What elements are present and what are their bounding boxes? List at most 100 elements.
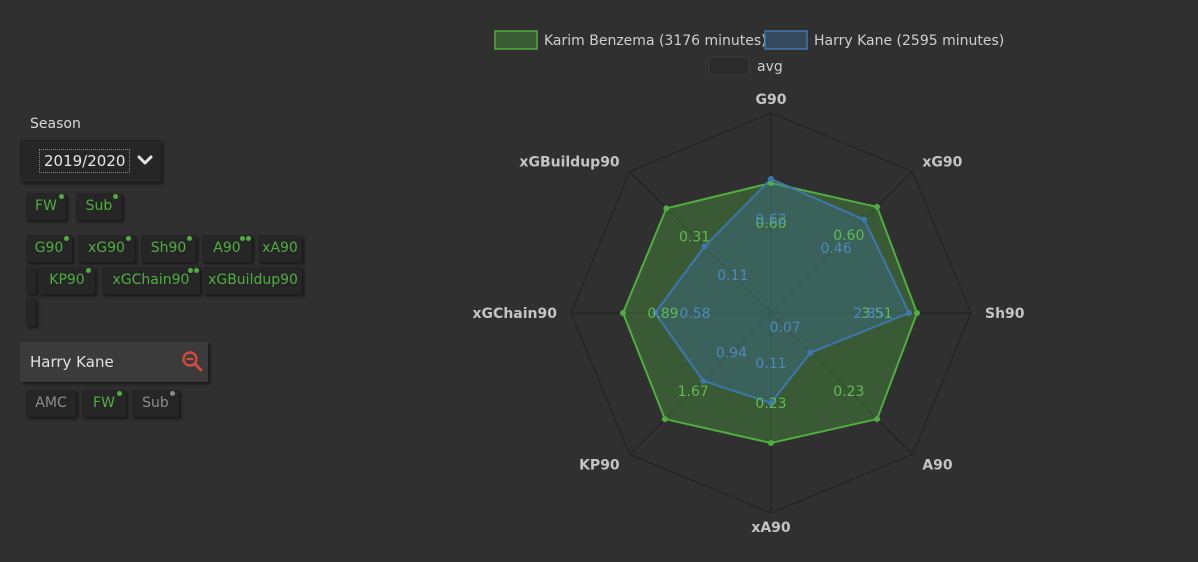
radar-point-series-0[interactable] [663,205,670,212]
active-dot-icon [187,236,192,241]
radar-spoke [770,312,913,455]
season-select[interactable]: 2019/2020 [20,140,161,182]
filter-label: xGBuildup90 [208,272,298,288]
data-label-series-1: 2.85 [853,306,884,322]
radar-point-series-1[interactable] [700,377,707,384]
axis-label: xGBuildup90 [519,155,620,171]
data-label-series-0: 0.60 [833,228,864,244]
metric-filter-xa90[interactable]: xA90 [258,235,302,262]
active-dot-icon [117,391,122,396]
position-filter-sub[interactable]: Sub [76,193,122,220]
data-label-series-0: 0.89 [647,306,678,322]
radar-spoke [770,171,913,314]
filter-label: FW [35,198,57,214]
active-dot-icon [59,194,64,199]
active-dot-icon [240,236,245,241]
radar-point-series-0[interactable] [661,416,668,423]
data-label-series-1: 0.94 [716,346,747,362]
filter-label: Sub [142,395,169,411]
data-label-series-0: 3.51 [861,306,892,322]
legend-label-kane[interactable]: Harry Kane (2595 minutes) [814,33,1004,49]
active-dot-icon [113,194,118,199]
axis-label: xGChain90 [473,306,558,322]
data-label-series-0: 0.60 [755,216,786,232]
axis-label: xG90 [922,155,962,171]
data-label-series-1: 0.07 [770,320,801,336]
data-label-series-1: 0.62 [755,212,786,228]
data-label-series-1: 0.58 [679,306,710,322]
radar-point-series-1[interactable] [701,243,708,250]
active-dot-icon [188,268,193,273]
metric-filter-empty[interactable] [26,299,36,326]
radar-point-series-0[interactable] [768,440,774,446]
active-dot-icon [64,236,69,241]
player-position-sub[interactable]: Sub [132,390,179,417]
radar-point-series-0[interactable] [874,416,881,423]
filter-label: Sub [85,198,113,214]
filter-label: xG90 [88,240,125,256]
legend-swatch-kane[interactable] [764,30,808,50]
filter-label: xA90 [262,240,298,256]
filter-label: KP90 [49,272,85,288]
data-label-series-0: 0.23 [755,396,786,412]
metric-filter-xg90[interactable]: xG90 [78,235,135,262]
axis-label: KP90 [579,457,620,473]
data-label-series-0: 0.31 [679,230,710,246]
legend-label-avg[interactable]: avg [757,59,783,75]
season-value: 2019/2020 [39,149,131,173]
data-label-series-1: 0.11 [717,268,748,284]
radar-spoke [629,312,772,455]
metric-filter-sh90[interactable]: Sh90 [141,235,196,262]
metric-filter-xgchain90[interactable]: xGChain90 [102,267,200,294]
chevron-down-icon [137,155,153,165]
data-label-series-1: 0.11 [755,356,786,372]
radar-point-series-1[interactable] [652,310,658,316]
filter-label: AMC [35,395,67,411]
radar-point-series-0[interactable] [874,203,881,210]
active-dot-icon [126,236,131,241]
radar-point-series-0[interactable] [620,310,626,316]
player-name: Harry Kane [30,353,114,371]
metric-filter-g90[interactable]: G90 [26,235,72,262]
active-dot-icon [194,268,199,273]
data-label-series-1: 0.46 [820,241,851,257]
position-filter-fw[interactable]: FW [26,193,66,220]
radar-spoke [629,171,772,314]
filter-label: FW [93,395,115,411]
data-label-series-0: 1.67 [678,384,709,400]
radar-point-series-1[interactable] [768,176,774,182]
radar-series: 0.60 0.60 3.51 0.23 0.23 1.67 0.89 0.31 0.62 0.46… [620,176,920,446]
filter-label: A90 [213,240,241,256]
season-label: Season [30,116,81,132]
active-dot-icon [246,236,251,241]
metric-filter-kp90[interactable]: KP90 [39,267,95,294]
metric-filter-a90[interactable]: A90 [202,235,252,262]
filter-label: xGChain90 [112,272,190,288]
legend-swatch-benzema[interactable] [494,30,538,50]
axis-label: xA90 [751,520,791,536]
zoom-out-icon[interactable] [181,350,203,372]
player-position-amc[interactable]: AMC [26,390,76,417]
radar-point-series-1[interactable] [861,216,868,223]
radar-axis-labels: G90 xG90 Sh90 A90 xA90 KP90 xGChain90 xGBuildup… [473,92,1025,536]
radar-grid [570,112,972,514]
radar-point-series-1[interactable] [807,349,814,356]
player-search-box[interactable]: Harry Kane [20,342,208,382]
radar-point-series-0[interactable] [914,310,920,316]
radar-point-series-1[interactable] [906,310,912,316]
legend-label-benzema[interactable]: Karim Benzema (3176 minutes) [544,33,767,49]
axis-label: Sh90 [985,306,1025,322]
radar-point-series-1[interactable] [768,400,774,406]
metric-filter-empty[interactable] [26,267,36,294]
filter-label: Sh90 [150,240,187,256]
axis-label: G90 [756,92,787,108]
filter-label: G90 [34,240,64,256]
metric-filter-xgbuildup90[interactable]: xGBuildup90 [204,267,302,294]
data-label-series-0: 0.23 [833,384,864,400]
player-position-fw[interactable]: FW [82,390,126,417]
legend-swatch-avg[interactable] [708,56,750,76]
axis-label: A90 [922,457,953,473]
inactive-dot-icon [170,391,175,396]
active-dot-icon [86,268,91,273]
